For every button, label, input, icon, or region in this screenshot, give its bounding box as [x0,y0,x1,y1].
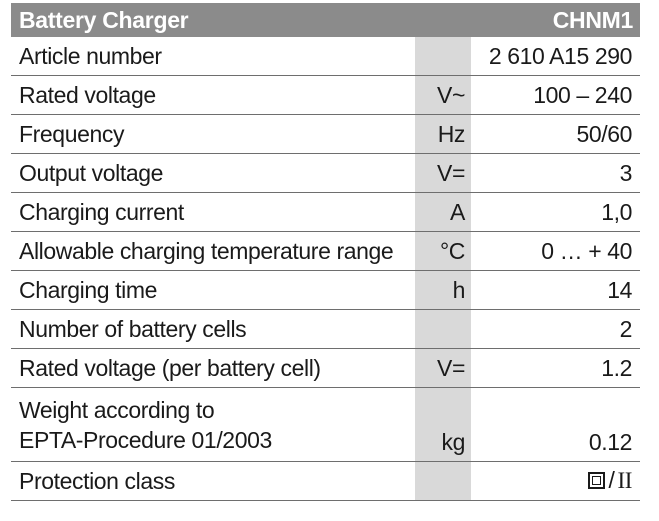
row-label: Article number [11,37,415,76]
row-label: Output voltage [11,153,415,193]
model-number: CHNM1 [471,3,640,37]
specifications-table: Battery Charger CHNM1 Article number 2 6… [11,3,640,501]
double-insulation-square-icon [588,472,606,489]
row-unit: °C [415,231,471,271]
row-value: 100 – 240 [471,75,640,115]
row-label: Frequency [11,114,415,154]
table-header-row: Battery Charger CHNM1 [11,3,640,37]
table-row: Weight according to EPTA-Procedure 01/20… [11,387,640,462]
row-value: 1.2 [471,348,640,388]
row-value: / II [471,461,640,501]
row-unit: kg [415,387,471,462]
table-row: Frequency Hz 50/60 [11,114,640,154]
protection-class-symbol: / II [588,467,632,494]
row-label: Rated voltage (per battery cell) [11,348,415,388]
row-unit [415,309,471,349]
table-row: Charging time h 14 [11,270,640,310]
table-row: Output voltage V= 3 [11,153,640,193]
table-title: Battery Charger [11,3,471,37]
row-label: Allowable charging temperature range [11,231,415,271]
table-row: Protection class / II [11,461,640,501]
row-value: 50/60 [471,114,640,154]
row-unit: V~ [415,75,471,115]
table-row: Number of battery cells 2 [11,309,640,349]
row-value: 14 [471,270,640,310]
table-row: Rated voltage V~ 100 – 240 [11,75,640,115]
row-unit: A [415,192,471,232]
row-label: Protection class [11,461,415,501]
row-label-line: Weight according to [19,396,215,423]
row-value: 1,0 [471,192,640,232]
row-label: Number of battery cells [11,309,415,349]
table-row: Allowable charging temperature range °C … [11,231,640,271]
row-unit: h [415,270,471,310]
row-value: 0.12 [471,387,640,462]
row-value: 3 [471,153,640,193]
table-row: Article number 2 610 A15 290 [11,37,640,76]
table-row: Charging current A 1,0 [11,192,640,232]
row-label-line: EPTA-Procedure 01/2003 [19,426,272,453]
protection-class-numeral: II [617,467,632,493]
row-value: 2 [471,309,640,349]
row-unit [415,37,471,76]
row-unit [415,461,471,501]
row-unit: V= [415,153,471,193]
row-value: 2 610 A15 290 [471,37,640,76]
row-label: Weight according to EPTA-Procedure 01/20… [11,387,415,462]
row-label: Charging current [11,192,415,232]
row-unit: V= [415,348,471,388]
row-unit: Hz [415,114,471,154]
table-row: Rated voltage (per battery cell) V= 1.2 [11,348,640,388]
row-value: 0 … + 40 [471,231,640,271]
row-label: Charging time [11,270,415,310]
row-label: Rated voltage [11,75,415,115]
protection-class-separator: / [608,467,615,493]
